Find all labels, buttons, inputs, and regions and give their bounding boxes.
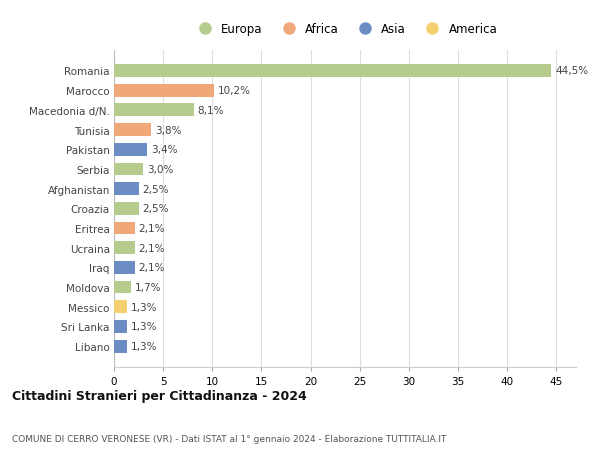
Bar [114, 124, 151, 137]
Text: 2,1%: 2,1% [139, 263, 165, 273]
Bar [114, 202, 139, 215]
Text: 3,0%: 3,0% [148, 164, 174, 174]
Text: Cittadini Stranieri per Cittadinanza - 2024: Cittadini Stranieri per Cittadinanza - 2… [12, 389, 307, 403]
Text: 1,7%: 1,7% [134, 282, 161, 292]
Text: 1,3%: 1,3% [131, 302, 157, 312]
Bar [114, 104, 194, 117]
Bar [114, 320, 127, 333]
Bar [114, 84, 214, 97]
Text: 2,5%: 2,5% [143, 204, 169, 214]
Text: 8,1%: 8,1% [197, 106, 224, 116]
Text: 2,1%: 2,1% [139, 224, 165, 234]
Bar [114, 262, 134, 274]
Bar [114, 301, 127, 313]
Bar [114, 340, 127, 353]
Bar [114, 222, 134, 235]
Legend: Europa, Africa, Asia, America: Europa, Africa, Asia, America [188, 18, 502, 41]
Text: 3,8%: 3,8% [155, 125, 182, 135]
Text: 10,2%: 10,2% [218, 86, 251, 96]
Bar [114, 183, 139, 196]
Text: 3,4%: 3,4% [151, 145, 178, 155]
Text: 2,1%: 2,1% [139, 243, 165, 253]
Bar [114, 144, 148, 156]
Bar [114, 242, 134, 255]
Text: COMUNE DI CERRO VERONESE (VR) - Dati ISTAT al 1° gennaio 2024 - Elaborazione TUT: COMUNE DI CERRO VERONESE (VR) - Dati IST… [12, 434, 446, 442]
Bar [114, 65, 551, 78]
Text: 2,5%: 2,5% [143, 184, 169, 194]
Text: 44,5%: 44,5% [556, 66, 589, 76]
Text: 1,3%: 1,3% [131, 322, 157, 332]
Bar [114, 163, 143, 176]
Bar [114, 281, 131, 294]
Text: 1,3%: 1,3% [131, 341, 157, 352]
